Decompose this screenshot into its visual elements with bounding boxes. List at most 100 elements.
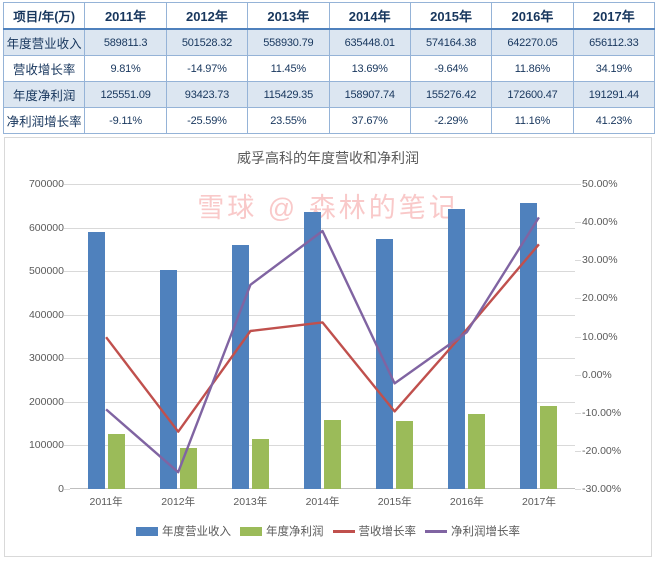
chart-title: 威孚高科的年度营收和净利润 [237, 150, 419, 166]
x-axis-label-2015年: 2015年 [377, 496, 412, 508]
y-axis-left-tickmark [64, 489, 70, 490]
y-axis-left-label: 100000 [28, 439, 64, 452]
table-cell: 13.69% [328, 55, 411, 82]
y-axis-right-tickmark [575, 184, 581, 185]
legend-swatch-icon [136, 526, 158, 536]
gridline [70, 401, 575, 403]
table-cell: 158907.74 [328, 81, 411, 108]
x-axis-label-2011年: 2011年 [89, 496, 123, 508]
table-cell: 589811.3 [84, 28, 167, 56]
bar-revenue-2017年 [520, 203, 538, 489]
table-row: 年度净利润 125551.09 93423.73 115429.35 15890… [2, 81, 656, 108]
table-cell: 125551.09 [84, 81, 167, 108]
bar-revenue-2012年 [159, 270, 177, 489]
table-cell: 574164.38 [409, 28, 493, 56]
gridline [70, 358, 575, 360]
table-header-cell-3: 2013年 [247, 2, 330, 30]
y-axis-right-tickmark [575, 450, 581, 452]
y-axis-right-label: 0.00% [582, 368, 612, 381]
table-header-cell-6: 2016年 [491, 2, 574, 30]
bar-profit-2011年 [107, 434, 125, 489]
y-axis-right-label: -20.00% [582, 444, 622, 457]
table-cell: 23.55% [247, 107, 330, 134]
table-header-cell-0: 项目/年(万) [2, 2, 86, 30]
table-header-cell-5: 2015年 [409, 2, 493, 30]
table-cell: 11.86% [491, 55, 574, 82]
y-axis-left-label: 200000 [28, 395, 64, 408]
y-axis-right-tickmark [575, 260, 581, 262]
y-axis-left-tickmark [64, 227, 70, 229]
y-axis-right-tickmark [575, 489, 581, 490]
bar-profit-2017年 [540, 405, 558, 489]
legend-item-净利润增长率[interactable]: 净利润增长率 [425, 523, 520, 539]
legend-label: 营收增长率 [358, 526, 417, 538]
y-axis-right-tickmark [575, 374, 581, 376]
table-cell: 635448.01 [328, 28, 411, 56]
table-header-row: 项目/年(万) 2011年 2012年 2013年 2014年 2015年 20… [2, 2, 656, 30]
table-cell: 37.67% [328, 107, 411, 134]
row-label: 年度净利润 [2, 81, 86, 108]
y-axis-left-tickmark [64, 314, 70, 316]
table-header-cell-1: 2011年 [84, 2, 167, 30]
table-row: 净利润增长率 -9.11% -25.59% 23.55% 37.67% -2.2… [2, 107, 656, 134]
y-axis-right-tickmark [575, 298, 581, 300]
table-cell: -2.29% [409, 107, 493, 134]
table-cell: 642270.05 [491, 28, 574, 56]
legend-swatch-icon [425, 529, 447, 533]
bar-profit-2013年 [251, 438, 269, 489]
legend-label: 净利润增长率 [451, 526, 520, 538]
y-axis-left-label: 700000 [28, 178, 64, 190]
y-axis-right-label: 20.00% [582, 292, 618, 305]
bar-revenue-2014年 [304, 212, 321, 489]
y-axis-left-label: 600000 [28, 221, 64, 234]
legend-swatch-icon [240, 526, 262, 536]
x-axis-labels: 2011年 2012年 2013年 2014年 2015年 2016年 2017年 [70, 494, 575, 512]
legend-item-营收增长率[interactable]: 营收增长率 [332, 523, 417, 539]
row-label: 净利润增长率 [2, 107, 86, 134]
table-header-cell-7: 2017年 [572, 2, 656, 30]
x-axis-label-2013年: 2013年 [233, 496, 268, 508]
table-header-cell-4: 2014年 [328, 2, 411, 30]
y-axis-right-label: -30.00% [582, 483, 622, 495]
x-axis-label-2017年: 2017年 [521, 496, 556, 508]
legend-item-年度营业收入[interactable]: 年度营业收入 [136, 523, 231, 539]
table-cell: 41.23% [572, 107, 656, 134]
legend-label: 年度营业收入 [162, 526, 231, 538]
y-axis-right-label: -10.00% [582, 406, 622, 419]
table-cell: 656112.33 [572, 28, 656, 56]
y-axis-left-tickmark [64, 358, 70, 360]
bar-revenue-2013年 [231, 245, 249, 489]
table-cell: 9.81% [84, 55, 167, 82]
table-cell: 155276.42 [409, 81, 493, 108]
y-axis-left-label: 0 [58, 483, 64, 495]
y-axis-left-label: 300000 [28, 352, 64, 365]
y-axis-left-tickmark [64, 184, 70, 185]
table-row: 年度营业收入 589811.3 501528.32 558930.79 6354… [2, 28, 656, 56]
legend-item-年度净利润[interactable]: 年度净利润 [240, 523, 324, 539]
table-cell: -9.64% [409, 55, 493, 82]
table-cell: -14.97% [165, 55, 249, 82]
table-cell: 172600.47 [491, 81, 574, 108]
chart-plot-area: 0 100000 200000 300000 400000 500000 600000 700… [29, 178, 621, 495]
table-cell: 11.45% [247, 55, 330, 82]
row-label: 营收增长率 [2, 55, 86, 82]
line-series-layer [105, 216, 540, 474]
y-axis-right-tickmark [575, 412, 581, 414]
y-axis-left-tickmark [64, 445, 70, 447]
y-axis-right-tickmark [575, 222, 581, 224]
y-axis-left-tickmark [64, 271, 70, 273]
gridline [70, 314, 575, 316]
table-cell: 191291.44 [572, 81, 656, 108]
line-净利润增长率 [105, 216, 540, 474]
bar-profit-2016年 [468, 413, 486, 489]
chart-legend: 年度营业收入 年度净利润 营收增长率 净利润增长率 [5, 523, 651, 539]
legend-label: 年度净利润 [266, 526, 324, 538]
bar-revenue-2016年 [448, 209, 466, 489]
x-axis-label-2014年: 2014年 [305, 496, 340, 508]
gridline [70, 271, 575, 273]
gridline [70, 184, 575, 185]
x-axis-label-2012年: 2012年 [161, 496, 196, 508]
table-cell: 115429.35 [247, 81, 330, 108]
table-cell: -9.11% [84, 107, 167, 134]
table-cell: 34.19% [572, 55, 656, 82]
